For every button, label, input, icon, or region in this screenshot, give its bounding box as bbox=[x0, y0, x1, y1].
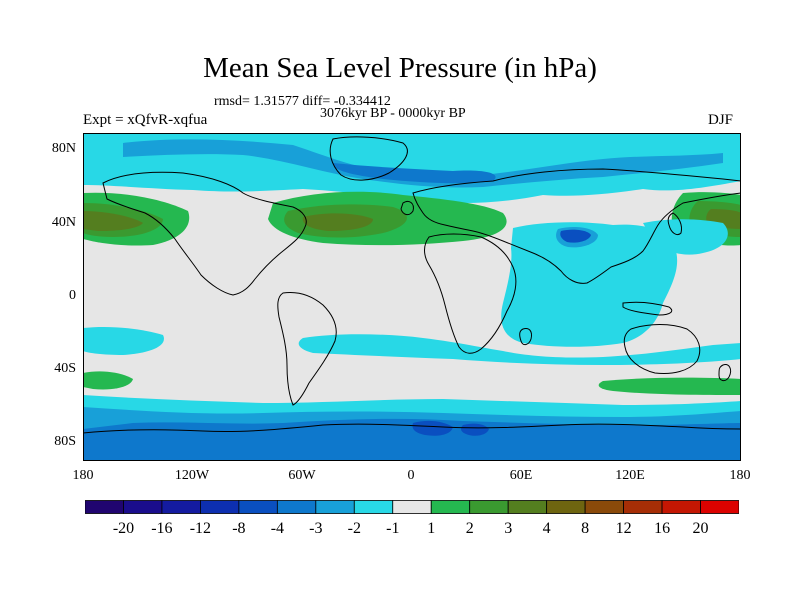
south-atlantic-negative bbox=[298, 334, 741, 365]
colorbar-label: -4 bbox=[270, 520, 285, 537]
colorbar-label: -12 bbox=[189, 520, 212, 537]
colorbar-label: -16 bbox=[151, 520, 173, 537]
lon-tick-label: 60E bbox=[509, 468, 533, 483]
colorbar-swatch bbox=[200, 500, 240, 514]
lat-tick-label: 40N bbox=[51, 215, 76, 230]
season-label: DJF bbox=[708, 112, 734, 128]
lon-tick-label: 180 bbox=[729, 468, 751, 483]
colorbar-swatch bbox=[353, 500, 394, 514]
lon-tick-label: 120E bbox=[615, 468, 645, 483]
coastline-south-america bbox=[277, 292, 337, 406]
coastline-madagascar bbox=[519, 328, 532, 346]
asia-indian-ocean-negative bbox=[501, 222, 678, 347]
colorbar-label: -8 bbox=[232, 520, 246, 537]
coastline-north-america bbox=[102, 171, 307, 296]
west-pacific-negative bbox=[643, 219, 728, 255]
colorbar-label: 12 bbox=[615, 520, 632, 537]
colorbar-label: 2 bbox=[465, 520, 474, 537]
chart-title: Mean Sea Level Pressure (in hPa) bbox=[203, 52, 597, 84]
colorbar-swatch bbox=[238, 500, 278, 514]
coastline-uk bbox=[400, 200, 414, 216]
colorbar-label: 1 bbox=[427, 520, 436, 537]
lon-tick-label: 60W bbox=[288, 468, 316, 483]
colorbar-label: -2 bbox=[347, 520, 361, 537]
coastline-eurasia bbox=[412, 168, 741, 284]
lon-tick-label: 120W bbox=[174, 468, 210, 483]
colorbar-swatch bbox=[123, 500, 163, 514]
lat-tick-label: 0 bbox=[69, 288, 76, 303]
pressure-map bbox=[83, 133, 741, 461]
colorbar-swatch bbox=[85, 500, 124, 514]
colorbar-swatch bbox=[469, 500, 509, 514]
colorbar-swatch bbox=[392, 500, 432, 514]
south-pacific-high-west bbox=[83, 371, 133, 390]
colorbar-label: 16 bbox=[654, 520, 671, 537]
south-pacific-negative-west bbox=[83, 326, 164, 355]
lon-tick-label: 180 bbox=[72, 468, 94, 483]
coastline-new-zealand bbox=[718, 364, 732, 382]
colorbar-label: -1 bbox=[386, 520, 400, 537]
lat-tick-label: 80S bbox=[54, 434, 76, 449]
colorbar-swatch bbox=[507, 500, 548, 514]
colorbar-swatch bbox=[700, 500, 739, 514]
colorbar-label: 20 bbox=[692, 520, 709, 537]
lat-tick-label: 40S bbox=[54, 361, 76, 376]
coastline-australia bbox=[623, 324, 701, 374]
colorbar-swatch bbox=[584, 500, 624, 514]
south-indian-high bbox=[598, 377, 741, 395]
lat-tick-label: 80N bbox=[51, 141, 76, 156]
coastline-greenland bbox=[329, 136, 408, 181]
antarctic-core bbox=[412, 420, 453, 436]
colorbar-label: -20 bbox=[112, 520, 135, 537]
colorbar-label: 8 bbox=[581, 520, 590, 537]
north-pacific-high-west-center bbox=[83, 211, 143, 231]
antarctic-core-2 bbox=[461, 423, 489, 436]
colorbar-swatch bbox=[161, 500, 201, 514]
southern-ocean-strong bbox=[83, 418, 741, 461]
colorbar-swatch bbox=[661, 500, 701, 514]
north-atlantic-high-center bbox=[302, 213, 373, 231]
lon-tick-label: 0 bbox=[407, 468, 415, 483]
colorbar-swatch bbox=[623, 500, 663, 514]
colorbar-label: -3 bbox=[309, 520, 323, 537]
arctic-strong-negative bbox=[333, 163, 496, 184]
period-subtitle: 3076kyr BP - 0000kyr BP bbox=[320, 106, 466, 121]
arctic-negative-core bbox=[123, 139, 723, 188]
colorbar-swatch bbox=[430, 500, 471, 514]
colorbar-swatch bbox=[546, 500, 586, 514]
colorbar bbox=[85, 500, 739, 514]
coastline-japan bbox=[667, 212, 682, 236]
coastline-africa bbox=[424, 233, 517, 354]
map-border bbox=[83, 133, 741, 461]
rmsd-subtitle: rmsd= 1.31577 diff= -0.334412 bbox=[214, 94, 391, 109]
asia-low-center bbox=[560, 229, 591, 243]
colorbar-swatch bbox=[315, 500, 355, 514]
colorbar-swatch bbox=[276, 500, 317, 514]
coastline-indonesia bbox=[622, 301, 673, 316]
colorbar-label: 4 bbox=[542, 520, 551, 537]
colorbar-label: 3 bbox=[504, 520, 513, 537]
coastline-antarctica bbox=[83, 423, 741, 434]
experiment-label: Expt = xQfvR-xqfua bbox=[83, 112, 208, 128]
